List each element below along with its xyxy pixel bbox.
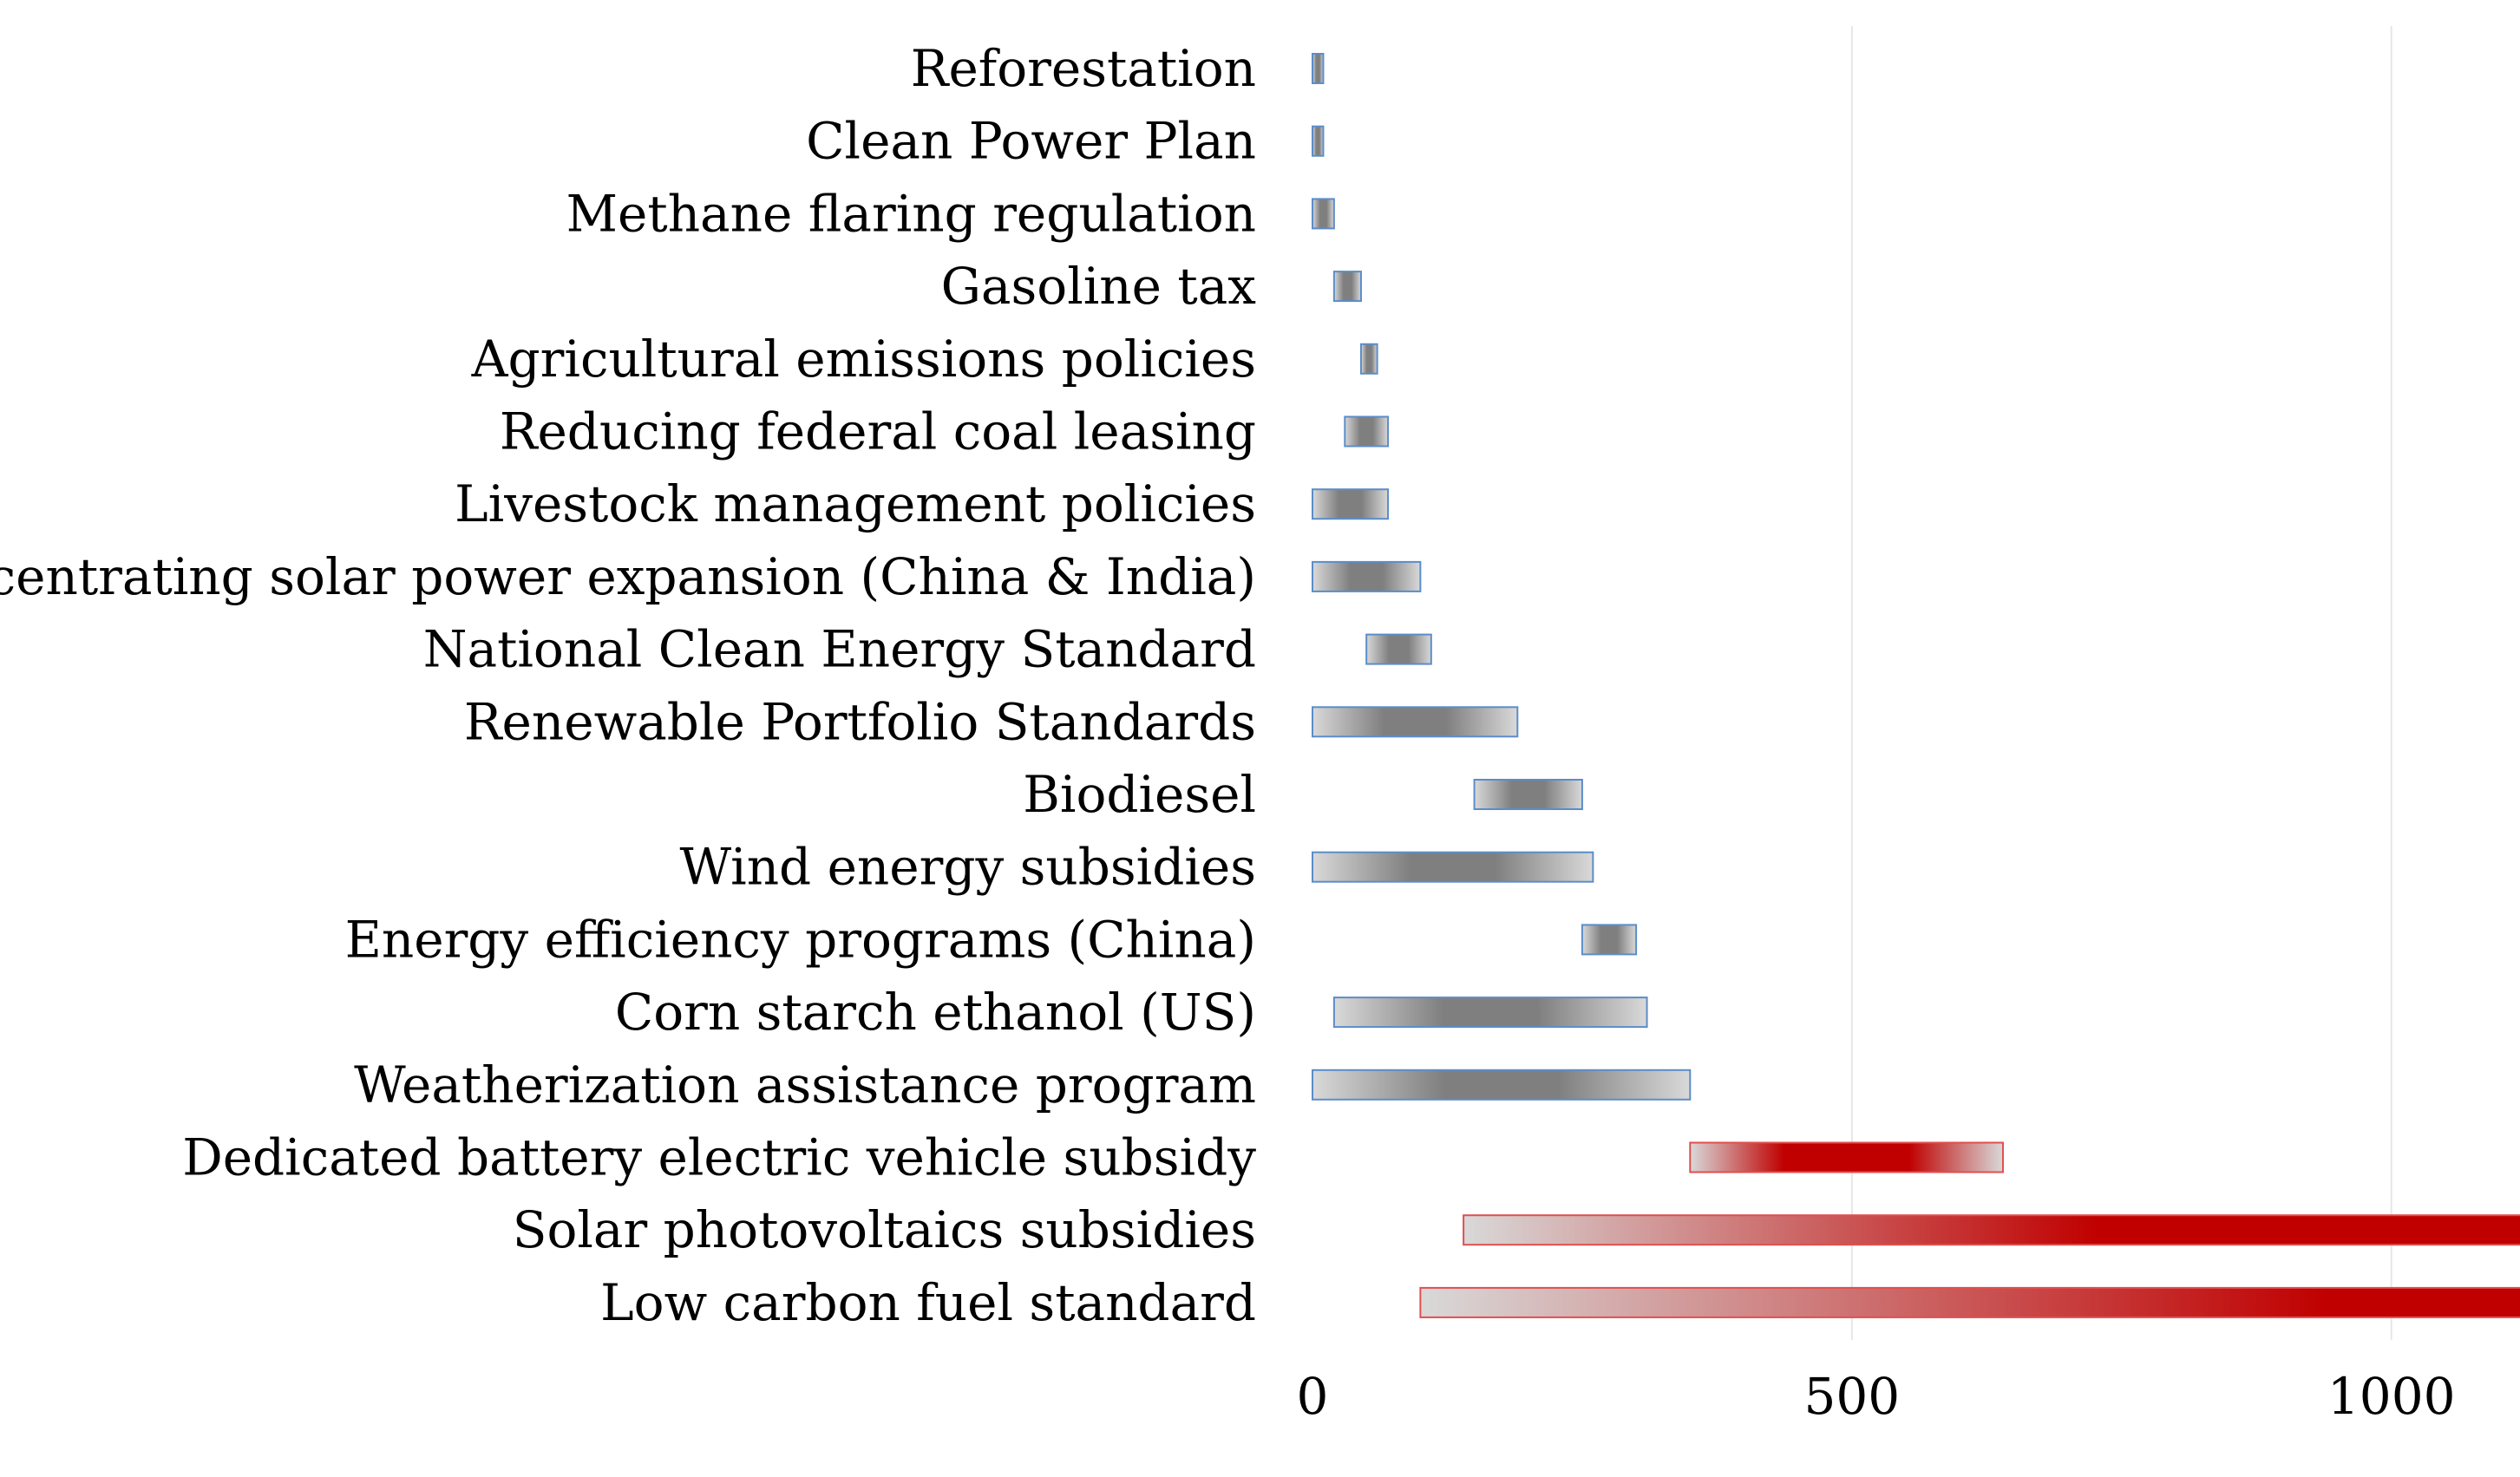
bar-2 <box>1312 125 1325 157</box>
grid-layer <box>1850 26 2392 1340</box>
bar-8 <box>1312 560 1422 592</box>
category-label-3: Methane flaring regulation <box>566 184 1256 243</box>
category-label-5: Agricultural emissions policies <box>471 330 1256 389</box>
bar-13 <box>1581 924 1638 956</box>
category-labels: Reforestation Clean Power Plan Methane fla… <box>0 39 1256 1332</box>
category-label-11: Biodiesel <box>1023 765 1256 824</box>
bar-12 <box>1312 851 1594 883</box>
category-label-16: Dedicated battery electric vehicle subsi… <box>182 1128 1256 1187</box>
bar-10 <box>1312 706 1519 738</box>
category-label-7: Livestock management policies <box>455 474 1256 533</box>
category-label-12: Wind energy subsidies <box>680 838 1256 897</box>
bars-layer <box>1312 53 2520 1318</box>
bar-17 <box>1463 1214 2520 1246</box>
category-label-1: Reforestation <box>911 39 1256 98</box>
category-label-14: Corn starch ethanol (US) <box>615 983 1256 1042</box>
bar-9 <box>1365 633 1432 665</box>
category-label-9: National Clean Energy Standard <box>423 620 1256 679</box>
bar-6 <box>1344 415 1390 448</box>
bar-5 <box>1359 343 1378 375</box>
category-label-10: Renewable Portfolio Standards <box>464 692 1256 751</box>
bar-7 <box>1312 488 1390 520</box>
category-label-18: Low carbon fuel standard <box>600 1273 1256 1332</box>
x-tick-label-1000: 1000 <box>2327 1367 2456 1426</box>
category-label-6: Reducing federal coal leasing <box>500 402 1256 461</box>
category-label-2: Clean Power Plan <box>806 112 1256 171</box>
bar-11 <box>1473 779 1583 810</box>
bar-14 <box>1332 997 1648 1029</box>
category-label-8: Concentrating solar power expansion (Chi… <box>0 547 1256 606</box>
bar-18 <box>1419 1286 2520 1318</box>
category-label-13: Energy efficiency programs (China) <box>345 910 1256 969</box>
x-tick-label-500: 500 <box>1803 1367 1900 1426</box>
bar-15 <box>1312 1069 1692 1101</box>
x-tick-label-0: 0 <box>1297 1367 1329 1426</box>
category-label-15: Weatherization assistance program <box>354 1055 1256 1114</box>
bar-4 <box>1332 271 1362 303</box>
x-axis-tick-labels: 050010001500200025003000 <box>1297 1367 2456 1426</box>
category-label-4: Gasoline tax <box>941 257 1256 316</box>
bar-1 <box>1312 53 1325 84</box>
category-label-17: Solar photovoltaics subsidies <box>513 1200 1256 1259</box>
bar-3 <box>1312 198 1335 230</box>
bar-16 <box>1689 1141 2004 1173</box>
